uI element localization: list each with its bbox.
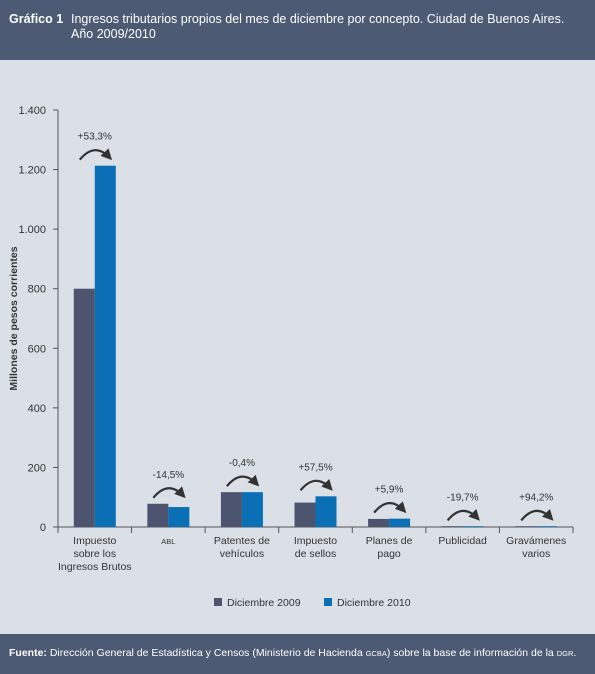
bar-2009 [73, 288, 95, 527]
figure-number: Gráfico 1 [9, 12, 64, 26]
change-arrow-icon [446, 509, 480, 522]
bar-2010 [462, 526, 484, 527]
x-category-label: de sellos [295, 548, 336, 560]
y-tick-label: 200 [28, 462, 46, 474]
x-category-label: Ingresos Brutos [58, 561, 132, 573]
change-arrow-icon [299, 478, 333, 492]
change-label: -19,7% [447, 492, 479, 503]
bar-2009 [294, 502, 316, 527]
y-tick-label: 0 [40, 522, 46, 534]
change-label: -0,4% [229, 458, 255, 469]
y-axis-title: Millones de pesos corrientes [8, 246, 20, 390]
bar-chart: 0 200 400 600 800 1.000 1.200 1.400 Millones de … [8, 105, 574, 609]
change-label: +57,5% [298, 462, 332, 473]
x-category-label: ABL [161, 537, 175, 546]
chart-header: Gráfico 1 Ingresos tributarios propios d… [0, 0, 595, 60]
y-tick-label: 1.000 [18, 224, 46, 236]
x-category-label: pago [377, 548, 401, 560]
bar-2009 [515, 526, 537, 527]
chart-panel: 0 200 400 600 800 1.000 1.200 1.400 Millones de … [0, 60, 595, 634]
chart-title-line1: Ingresos tributarios propios del mes de … [71, 12, 565, 26]
source-text-c: . [573, 647, 577, 659]
legend-label: Diciembre 2009 [227, 597, 301, 609]
change-arrow-icon [373, 501, 407, 514]
change-arrow-icon [78, 148, 113, 161]
source-abbr-dgr: DGR [556, 649, 574, 658]
bar-2010 [536, 526, 558, 527]
x-category-label: Planes de [366, 535, 413, 547]
x-category-label: Impuesto [73, 535, 116, 547]
chart-title: Ingresos tributarios propios del mes de … [71, 12, 586, 42]
bar-2010 [315, 496, 337, 527]
x-category-label: Impuesto [294, 535, 337, 547]
y-tick-label: 800 [28, 284, 46, 296]
x-category-label: Patentes de [214, 535, 270, 547]
change-arrow-icon [520, 509, 554, 522]
legend-swatch-2010 [324, 598, 332, 606]
change-label: +5,9% [375, 485, 404, 496]
bar-2010 [168, 507, 190, 527]
chart-title-line2: Año 2009/2010 [71, 27, 156, 41]
x-category-label: vehículos [220, 548, 264, 560]
source-text-a: Dirección General de Estadística y Censo… [49, 647, 366, 659]
change-arrow-icon [226, 474, 260, 487]
change-arrow-icon [152, 486, 186, 499]
y-tick-label: 600 [28, 343, 46, 355]
x-category-label: Publicidad [438, 535, 487, 547]
bar-2009 [147, 503, 169, 527]
legend-label: Diciembre 2010 [337, 597, 411, 609]
legend-swatch-2009 [214, 598, 222, 606]
x-category-label: varios [522, 548, 550, 560]
bar-2009 [220, 492, 242, 527]
y-tick-label: 400 [28, 403, 46, 415]
bar-2010 [389, 518, 411, 527]
x-category-label: Gravámenes [506, 535, 566, 547]
source-footer: Fuente: Dirección General de Estadística… [0, 634, 595, 674]
y-tick-label: 1.400 [18, 105, 46, 117]
y-tick-label: 1.200 [18, 165, 46, 177]
change-label: -14,5% [153, 470, 185, 481]
x-category-label: sobre los [73, 548, 116, 560]
bar-2010 [94, 165, 116, 527]
source-note: Fuente: Dirección General de Estadística… [9, 647, 576, 659]
source-label: Fuente: [9, 647, 47, 659]
change-label: +53,3% [78, 132, 112, 143]
bar-2009 [368, 518, 390, 527]
source-text-b: ) sobre la base de información de la [386, 647, 557, 659]
source-abbr-gcba: GCBA [365, 649, 387, 658]
bar-2010 [241, 492, 263, 527]
change-label: +94,2% [519, 492, 553, 503]
bar-2009 [441, 526, 463, 527]
